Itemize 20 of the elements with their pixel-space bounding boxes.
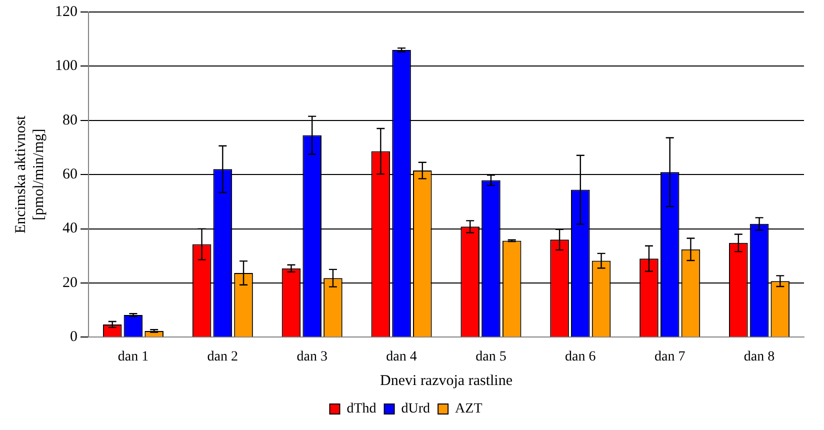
x-tick-label: dan 4: [386, 349, 417, 364]
x-tick-label: dan 6: [565, 349, 596, 364]
x-tick-label: dan 2: [207, 349, 238, 364]
x-axis-title: Dnevi razvoja rastline: [380, 372, 513, 389]
x-tick-label: dan 5: [476, 349, 506, 364]
x-tick-label: dan 1: [118, 349, 149, 364]
x-tick-label: dan 8: [744, 349, 775, 364]
y-tick-label: 120: [55, 4, 78, 20]
legend-label: dThd: [346, 402, 376, 417]
y-tick-label: 60: [62, 166, 78, 183]
y-tick-label: 100: [55, 58, 78, 74]
y-tick-label: 20: [62, 274, 78, 291]
legend-label: dUrd: [401, 402, 430, 417]
y-tick-label: 0: [70, 329, 78, 346]
y-axis-title: Encimska aktivnost [pmol/min/mg]: [12, 114, 47, 234]
y-tick-label: 40: [62, 220, 78, 237]
legend-label: AZT: [455, 402, 483, 417]
x-tick-label: dan 7: [654, 349, 686, 364]
y-tick-label: 80: [62, 112, 78, 128]
x-tick-label: dan 3: [296, 349, 328, 364]
